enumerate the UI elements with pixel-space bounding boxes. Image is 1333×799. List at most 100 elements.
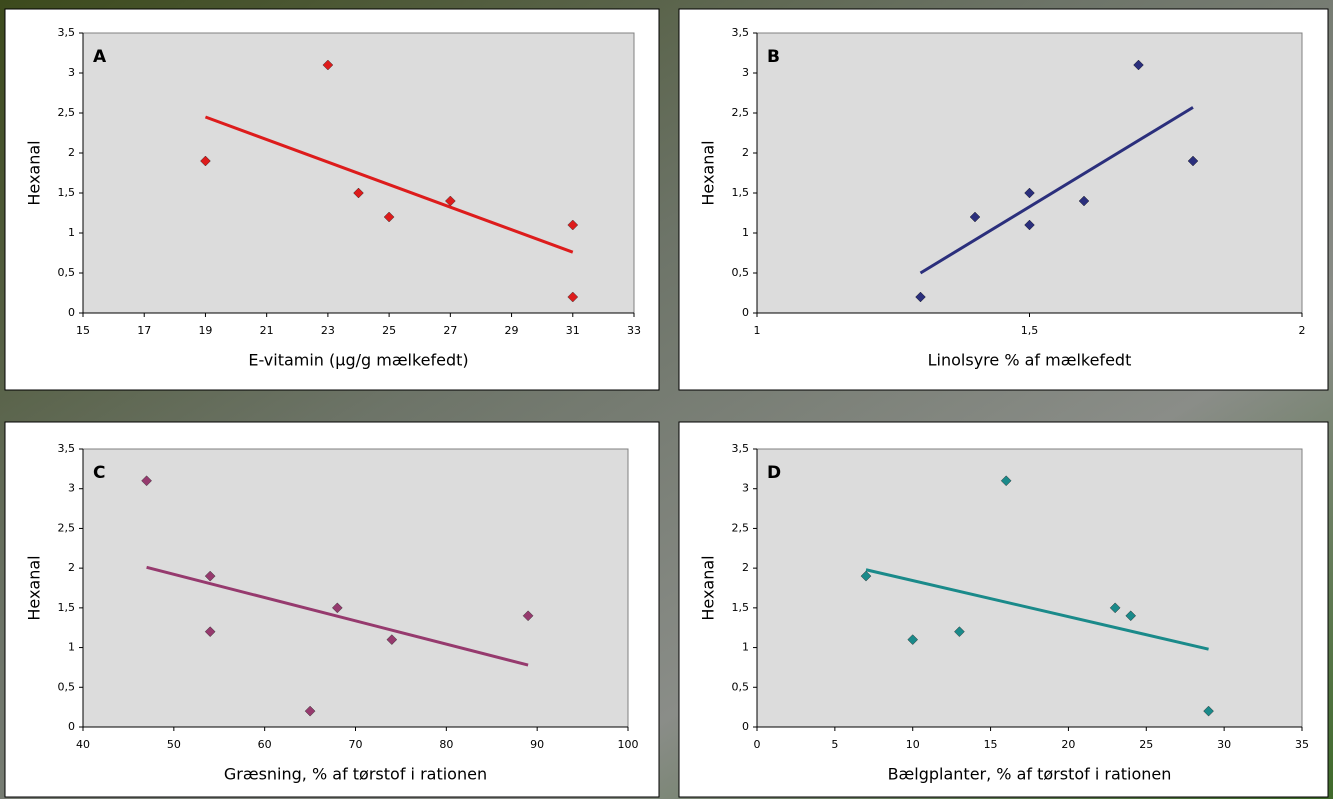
point (386, 634, 398, 645)
y-tick-label: 0 (742, 720, 749, 733)
y-tick-label: 2 (68, 561, 75, 574)
point (304, 705, 316, 717)
x-tick-label: 35 (1295, 738, 1309, 751)
y-tick-label: 2,5 (732, 521, 750, 534)
point (907, 634, 919, 645)
plot-area (82, 448, 629, 728)
x-tick-label: 30 (1217, 738, 1231, 751)
point (1000, 475, 1012, 487)
y-tick-label: 1,5 (732, 186, 750, 199)
y-tick-label: 1 (742, 641, 749, 654)
x-tick-label: 100 (618, 738, 639, 751)
y-tick-label: 3 (68, 482, 75, 495)
y-tick-label: 2 (68, 146, 75, 159)
x-tick-label: 29 (505, 324, 519, 337)
x-tick-label: 23 (321, 324, 335, 337)
x-tick-label: 19 (198, 324, 212, 337)
x-tick-label: 70 (349, 738, 363, 751)
y-tick-label: 2 (742, 146, 749, 159)
y-axis-label: Hexanal (25, 140, 44, 205)
point (322, 59, 334, 71)
point (331, 602, 343, 614)
point (1024, 187, 1035, 199)
y-tick-label: 0 (68, 306, 75, 319)
x-axis-label: E-vitamin (µg/g mælkefedt) (248, 351, 468, 370)
x-tick-label: 17 (137, 324, 151, 337)
y-tick-label: 3 (742, 66, 749, 79)
point (444, 195, 456, 207)
plot-area (756, 32, 1303, 314)
x-tick-label: 80 (439, 738, 453, 751)
y-tick-label: 0,5 (732, 680, 750, 693)
point (204, 626, 216, 638)
x-tick-label: 1,5 (1021, 324, 1039, 337)
x-tick-label: 90 (530, 738, 544, 751)
point (860, 570, 872, 582)
y-tick-label: 1,5 (58, 601, 76, 614)
point (915, 291, 926, 303)
y-tick-label: 3,5 (58, 442, 76, 455)
x-tick-label: 40 (76, 738, 90, 751)
x-tick-label: 10 (906, 738, 920, 751)
point (522, 610, 534, 622)
x-tick-label: 21 (260, 324, 274, 337)
point (567, 291, 579, 303)
trendline (865, 568, 1209, 651)
x-tick-label: 31 (566, 324, 580, 337)
point (1203, 705, 1214, 717)
y-axis-label: Hexanal (25, 555, 44, 620)
y-axis-label: Hexanal (699, 555, 718, 620)
x-tick-label: 5 (831, 738, 838, 751)
y-tick-label: 1 (68, 226, 75, 239)
y-axis-label: Hexanal (699, 140, 718, 205)
trendline (204, 115, 574, 254)
point (1187, 155, 1199, 167)
point (1024, 219, 1035, 231)
y-tick-label: 3,5 (732, 442, 750, 455)
trendline (919, 106, 1194, 275)
point (141, 475, 152, 487)
x-tick-label: 60 (258, 738, 272, 751)
panel-label: B (767, 47, 780, 67)
panel-label: D (767, 463, 781, 483)
y-tick-label: 0,5 (58, 266, 76, 279)
x-tick-label: 20 (1061, 738, 1075, 751)
y-tick-label: 3,5 (58, 26, 76, 39)
y-tick-label: 2,5 (58, 106, 76, 119)
point (353, 187, 364, 199)
y-tick-label: 0,5 (58, 680, 76, 693)
point (567, 219, 579, 231)
x-tick-label: 1 (754, 324, 761, 337)
y-tick-label: 3,5 (732, 26, 750, 39)
panel-label: A (93, 47, 107, 67)
x-tick-label: 50 (167, 738, 181, 751)
x-tick-label: 15 (984, 738, 998, 751)
y-tick-label: 3 (742, 482, 749, 495)
point (1109, 602, 1121, 614)
y-tick-label: 1,5 (58, 186, 76, 199)
point (1078, 195, 1090, 207)
x-axis-label: Bælgplanter, % af tørstof i rationen (888, 765, 1172, 784)
x-axis-label: Linolsyre % af mælkefedt (928, 351, 1132, 370)
x-tick-label: 25 (382, 324, 396, 337)
point (969, 211, 981, 223)
panel-label: C (93, 463, 105, 483)
y-tick-label: 0,5 (732, 266, 750, 279)
x-tick-label: 2 (1299, 324, 1306, 337)
point (1133, 59, 1144, 71)
x-tick-label: 15 (76, 324, 90, 337)
y-tick-label: 0 (68, 720, 75, 733)
plot-area (756, 448, 1303, 728)
y-tick-label: 0 (742, 306, 749, 319)
y-tick-label: 2,5 (732, 106, 750, 119)
x-tick-label: 25 (1139, 738, 1153, 751)
y-tick-label: 1,5 (732, 601, 750, 614)
point (200, 155, 211, 167)
x-tick-label: 0 (754, 738, 761, 751)
x-axis-label: Græsning, % af tørstof i rationen (224, 765, 487, 784)
trendline (146, 565, 529, 667)
y-tick-label: 1 (742, 226, 749, 239)
x-tick-label: 27 (443, 324, 457, 337)
